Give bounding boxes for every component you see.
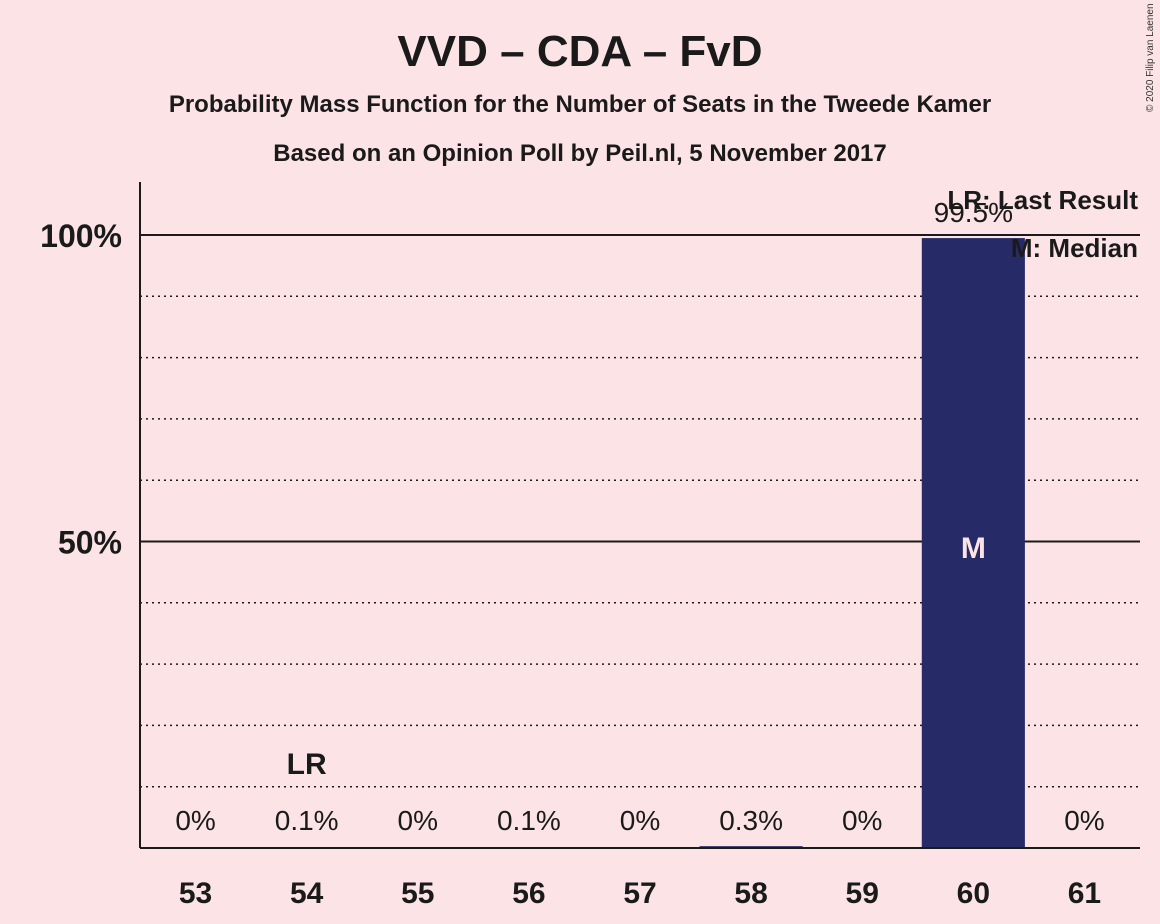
value-label-57: 0% — [620, 805, 660, 836]
x-tick-label-57: 57 — [623, 877, 656, 910]
chart-title: VVD – CDA – FvD — [397, 27, 762, 76]
x-tick-label-53: 53 — [179, 877, 212, 910]
value-label-55: 0% — [398, 805, 438, 836]
x-tick-label-58: 58 — [734, 877, 767, 910]
copyright-notice: © 2020 Filip van Laenen — [1145, 3, 1156, 112]
value-label-59: 0% — [842, 805, 882, 836]
bar-60 — [921, 238, 1025, 848]
legend-median: M: Median — [1011, 233, 1138, 263]
median-marker: M — [961, 532, 986, 565]
x-tick-label-55: 55 — [401, 877, 434, 910]
markers-group: LR M — [287, 532, 986, 781]
value-label-53: 0% — [175, 805, 215, 836]
value-label-54: 0.1% — [275, 805, 339, 836]
y-tick-label: 50% — [58, 525, 122, 561]
x-tick-label-56: 56 — [512, 877, 545, 910]
y-axis-ticks: 50% 100% — [40, 218, 122, 561]
value-labels-group: 0% 0.1% 0% 0.1% 0% 0.3% 0% 99.5% 0% — [175, 197, 1104, 836]
x-axis-ticks: 53 54 55 56 57 58 59 60 61 — [179, 877, 1101, 910]
chart-subtitle: Probability Mass Function for the Number… — [169, 91, 991, 118]
last-result-marker: LR — [287, 748, 327, 781]
value-label-56: 0.1% — [497, 805, 561, 836]
value-label-61: 0% — [1064, 805, 1104, 836]
x-tick-label-54: 54 — [290, 877, 324, 910]
x-tick-label-59: 59 — [846, 877, 879, 910]
value-label-58: 0.3% — [719, 805, 783, 836]
bars-group — [255, 238, 1025, 848]
legend-last-result: LR: Last Result — [947, 185, 1138, 215]
chart-source: Based on an Opinion Poll by Peil.nl, 5 N… — [273, 140, 887, 167]
y-tick-label: 100% — [40, 218, 122, 254]
value-label-60: 99.5% — [934, 197, 1013, 228]
x-tick-label-61: 61 — [1068, 877, 1101, 910]
x-tick-label-60: 60 — [957, 877, 990, 910]
